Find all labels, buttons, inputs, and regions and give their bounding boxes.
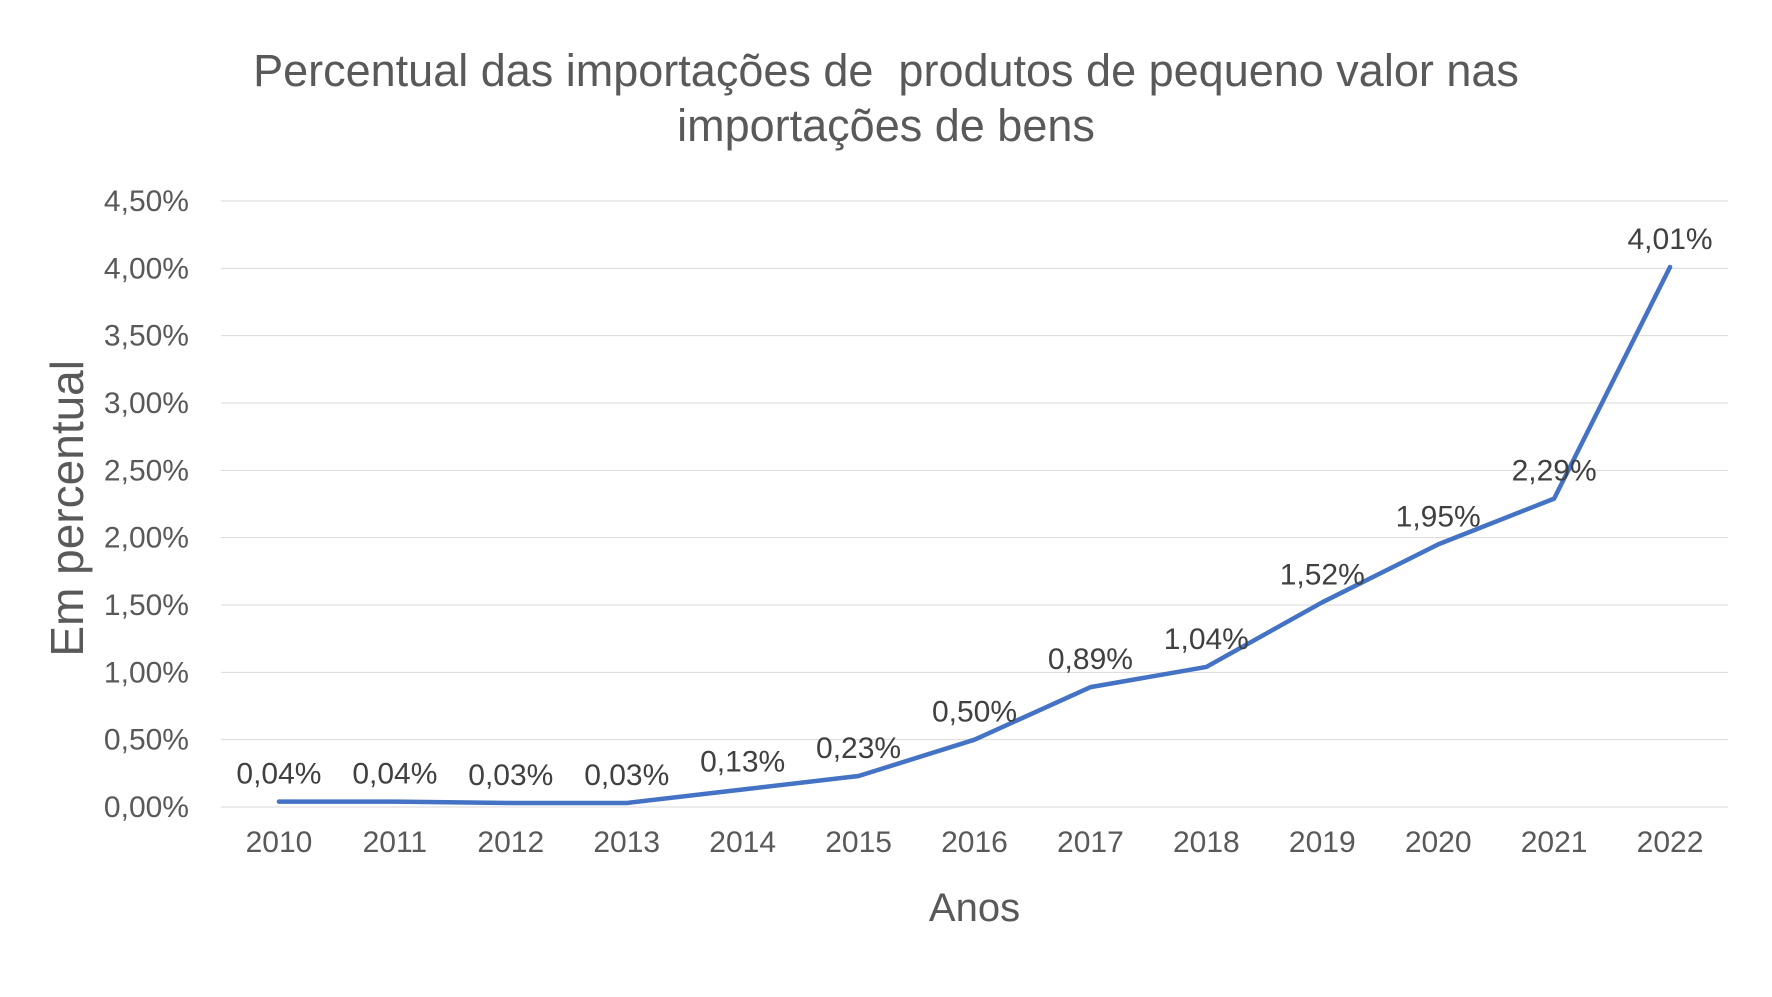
svg-text:2018: 2018 <box>1173 826 1240 859</box>
svg-text:4,01%: 4,01% <box>1628 223 1713 256</box>
svg-text:2,00%: 2,00% <box>104 522 189 555</box>
svg-text:0,04%: 0,04% <box>236 758 321 791</box>
svg-text:2015: 2015 <box>825 826 892 859</box>
svg-text:4,50%: 4,50% <box>104 185 189 218</box>
svg-text:0,23%: 0,23% <box>816 732 901 765</box>
svg-text:2011: 2011 <box>363 826 428 859</box>
svg-text:2016: 2016 <box>941 826 1008 859</box>
svg-text:3,50%: 3,50% <box>104 320 189 353</box>
svg-text:3,00%: 3,00% <box>104 387 189 420</box>
svg-text:2,50%: 2,50% <box>104 454 189 487</box>
svg-text:2012: 2012 <box>477 826 544 859</box>
svg-text:0,89%: 0,89% <box>1048 643 1133 676</box>
svg-text:2020: 2020 <box>1405 826 1472 859</box>
svg-text:0,50%: 0,50% <box>932 696 1017 729</box>
svg-text:2014: 2014 <box>709 826 776 859</box>
svg-text:0,03%: 0,03% <box>468 759 553 792</box>
svg-text:1,04%: 1,04% <box>1164 623 1249 656</box>
svg-text:0,13%: 0,13% <box>700 745 785 778</box>
svg-text:2021: 2021 <box>1521 826 1588 859</box>
svg-text:1,52%: 1,52% <box>1280 558 1365 591</box>
svg-text:0,03%: 0,03% <box>584 759 669 792</box>
svg-text:2010: 2010 <box>246 826 313 859</box>
svg-text:2,29%: 2,29% <box>1512 455 1597 488</box>
svg-text:1,50%: 1,50% <box>104 589 189 622</box>
svg-text:4,00%: 4,00% <box>104 252 189 285</box>
svg-text:0,50%: 0,50% <box>104 724 189 757</box>
svg-text:0,00%: 0,00% <box>104 791 189 824</box>
svg-text:2019: 2019 <box>1289 826 1356 859</box>
svg-text:1,00%: 1,00% <box>104 656 189 689</box>
svg-text:2017: 2017 <box>1057 826 1124 859</box>
svg-text:0,04%: 0,04% <box>352 758 437 791</box>
svg-text:2022: 2022 <box>1637 826 1704 859</box>
svg-text:2013: 2013 <box>593 826 660 859</box>
svg-text:1,95%: 1,95% <box>1396 500 1481 533</box>
